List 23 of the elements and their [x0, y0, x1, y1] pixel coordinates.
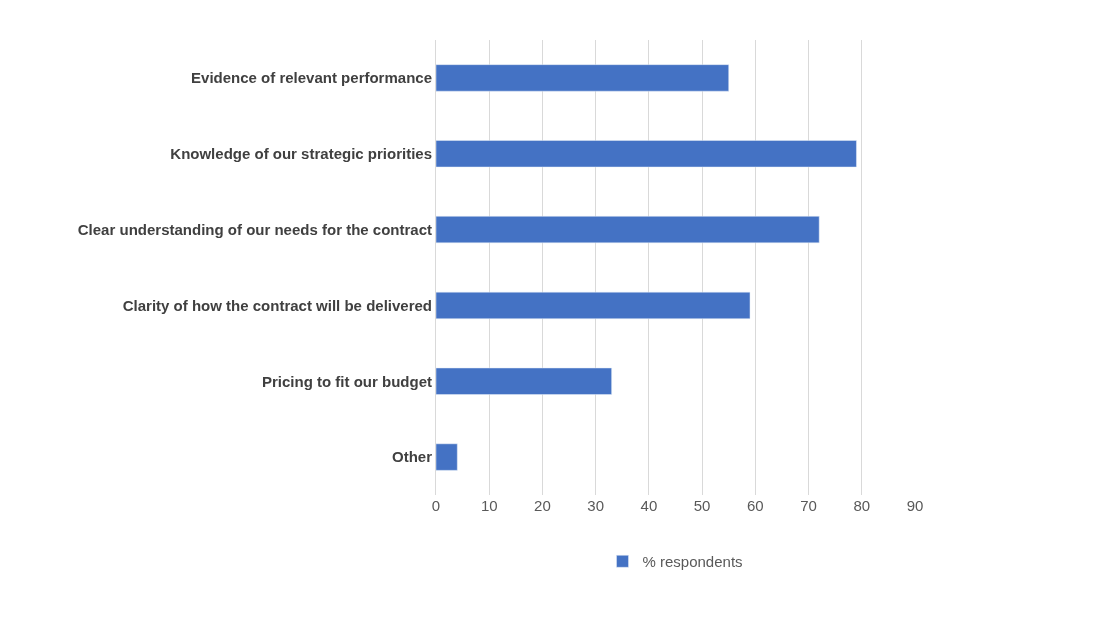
y-tick-label: Pricing to fit our budget	[262, 372, 432, 390]
x-tick-label: 50	[693, 497, 711, 514]
x-tick-label: 60	[746, 497, 764, 514]
x-tick-label: 20	[534, 497, 551, 514]
bar	[436, 443, 458, 471]
bar	[436, 216, 820, 244]
x-tick-label: 80	[853, 497, 871, 514]
y-tick-label: Clarity of how the contract will be delivered	[122, 296, 432, 314]
x-tick-label: 90	[906, 497, 924, 514]
bar	[436, 64, 729, 92]
y-tick-label: Other	[391, 448, 433, 466]
x-tick-label: 30	[587, 497, 605, 514]
x-tick-label: 10	[480, 497, 498, 514]
x-tick-label: 40	[640, 497, 658, 514]
x-tick-label: 70	[800, 497, 817, 514]
y-tick-label: Evidence of relevant performance	[191, 69, 432, 87]
bar	[436, 291, 751, 319]
y-tick-label: Clear understanding of our needs for the contract	[77, 220, 432, 238]
bar	[436, 367, 612, 395]
y-tick-label: Knowledge of our strategic priorities	[170, 145, 432, 162]
legend-label: % respondents	[642, 553, 743, 571]
bar	[436, 140, 857, 168]
x-tick-label: 0	[431, 497, 441, 514]
